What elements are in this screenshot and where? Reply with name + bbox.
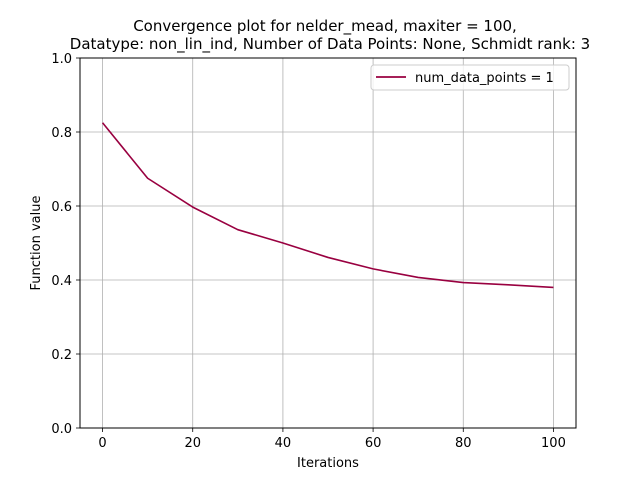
series-layer	[101, 122, 554, 289]
x-tick-label: 60	[365, 436, 382, 451]
x-tick-label: 20	[184, 436, 201, 451]
legend: num_data_points = 1	[370, 64, 570, 91]
legend-label: num_data_points = 1	[415, 71, 554, 86]
x-tick-label: 100	[541, 436, 566, 451]
grid	[80, 57, 576, 429]
x-tick-label: 40	[275, 436, 292, 451]
legend-box	[370, 64, 570, 91]
y-tick-label: 0.8	[51, 126, 72, 141]
y-tick-label: 0.2	[51, 348, 72, 363]
y-tick-label: 0.0	[51, 422, 72, 437]
x-tick-label: 80	[455, 436, 472, 451]
axis-ticks: 0 20 40 60 80 100 0.0 0.2 0.4 0.6 0.8 1.0	[51, 52, 566, 451]
chart-title-line2: Datatype: non_lin_ind, Number of Data Po…	[70, 35, 590, 54]
x-axis-label: Iterations	[297, 456, 359, 471]
plot-area-frame	[79, 57, 577, 429]
x-tick-label: 0	[98, 436, 106, 451]
chart-title-line1: Convergence plot for nelder_mead, maxite…	[133, 17, 517, 36]
y-tick-label: 0.6	[51, 200, 72, 215]
series-line	[101, 122, 554, 289]
y-tick-label: 0.4	[51, 274, 72, 289]
y-axis-label: Function value	[29, 196, 44, 291]
y-tick-label: 1.0	[51, 52, 72, 67]
